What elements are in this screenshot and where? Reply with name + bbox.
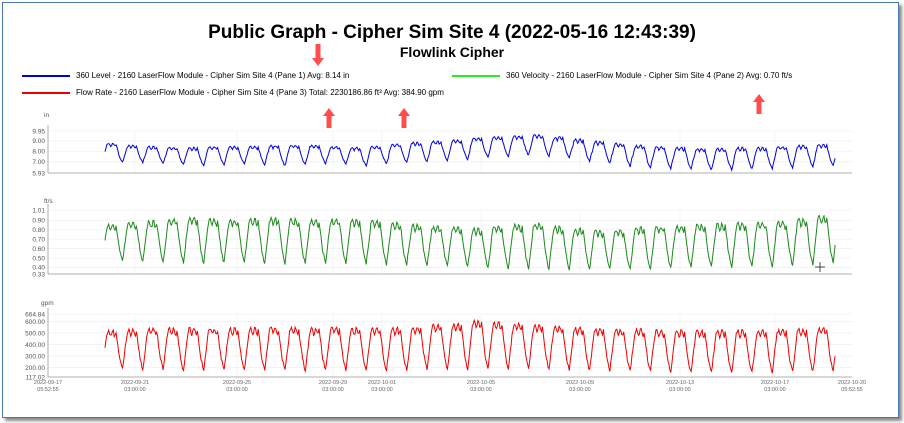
axis-unit-label: in [44,112,49,119]
x-tick-label: 03:00:00 [226,387,247,393]
y-tick-label: 117.02 [26,374,46,381]
y-tick-label: 0.80 [32,227,45,234]
x-tick-label: 03:00:00 [669,387,690,393]
y-tick-label: 7.00 [32,159,45,166]
y-tick-label: 500.00 [25,330,45,337]
series-line-360-velocity [104,214,836,271]
x-tick-label: 2022-10-20 [838,380,866,386]
page-subtitle: Flowlink Cipher [399,44,505,60]
legend-label-velocity: 360 Velocity - 2160 LaserFlow Module - C… [506,71,793,80]
x-tick-label: 2022-10-13 [666,380,694,386]
x-tick-label: 03:00:00 [470,387,491,393]
y-tick-label: 664.84 [25,311,45,318]
legend-label-flow: Flow Rate - 2160 LaserFlow Module - Ciph… [76,88,444,97]
annotation-arrow-up-icon [398,108,410,116]
legend-swatch-level [22,74,70,77]
y-tick-label: 5.93 [32,170,45,177]
y-tick-label: 0.50 [32,255,45,262]
annotation-arrow-up-icon-shaft [401,114,407,128]
series-line-flow-rate [104,318,836,374]
x-tick-label: 2022-10-09 [566,380,594,386]
x-tick-label: 2022-09-21 [121,380,149,386]
x-tick-label: 2022-09-29 [319,380,347,386]
x-tick-label: 03:00:00 [569,387,590,393]
y-tick-label: 1.01 [32,207,45,214]
annotation-arrow-down-icon-shaft [315,44,321,60]
legend-label-level: 360 Level - 2160 LaserFlow Module - Ciph… [76,71,350,80]
y-tick-label: 0.60 [32,246,45,253]
series-line-360-level [104,133,836,173]
x-tick-label: 03:00:00 [322,387,343,393]
y-tick-label: 0.70 [32,236,45,243]
y-tick-label: 0.33 [32,271,45,278]
annotation-arrow-up-icon-shaft [326,114,332,128]
y-tick-label: 0.40 [32,265,45,272]
x-tick-label: 2022-09-17 [34,380,62,386]
axis-unit-label: ft/s [44,198,53,205]
annotation-arrow-up-icon-shaft [756,100,762,114]
annotation-arrow-up-icon [753,94,765,102]
x-tick-label: 03:00:00 [371,387,392,393]
y-tick-label: 600.00 [25,319,45,326]
y-tick-label: 400.00 [25,342,45,349]
page-title: Public Graph - Cipher Sim Site 4 (2022-0… [208,22,696,43]
legend-swatch-velocity [452,74,500,77]
x-tick-label: 2022-09-25 [223,380,251,386]
x-tick-label: 2022-10-17 [761,380,789,386]
x-tick-label: 03:00:00 [764,387,785,393]
axis-unit-label: gpm [41,300,54,307]
x-tick-label: 05:52:55 [841,387,862,393]
annotation-arrow-up-icon [323,108,335,116]
y-tick-label: 8.00 [32,149,45,156]
y-tick-label: 9.00 [32,138,45,145]
y-tick-label: 200.00 [25,365,45,372]
annotation-arrow-down-icon [312,58,324,66]
x-tick-label: 05:52:55 [37,387,58,393]
legend-item-level[interactable]: 360 Level - 2160 LaserFlow Module - Ciph… [22,71,349,80]
y-tick-label: 9.95 [32,128,45,135]
legend-item-velocity[interactable]: 360 Velocity - 2160 LaserFlow Module - C… [452,71,792,80]
y-tick-label: 300.00 [25,353,45,360]
legend-item-flow[interactable]: Flow Rate - 2160 LaserFlow Module - Ciph… [22,88,444,97]
x-tick-label: 03:00:00 [124,387,145,393]
x-tick-label: 2022-10-01 [368,380,396,386]
legend-swatch-flow [22,91,70,94]
y-tick-label: 0.90 [32,218,45,225]
x-tick-label: 2022-10-05 [467,380,495,386]
